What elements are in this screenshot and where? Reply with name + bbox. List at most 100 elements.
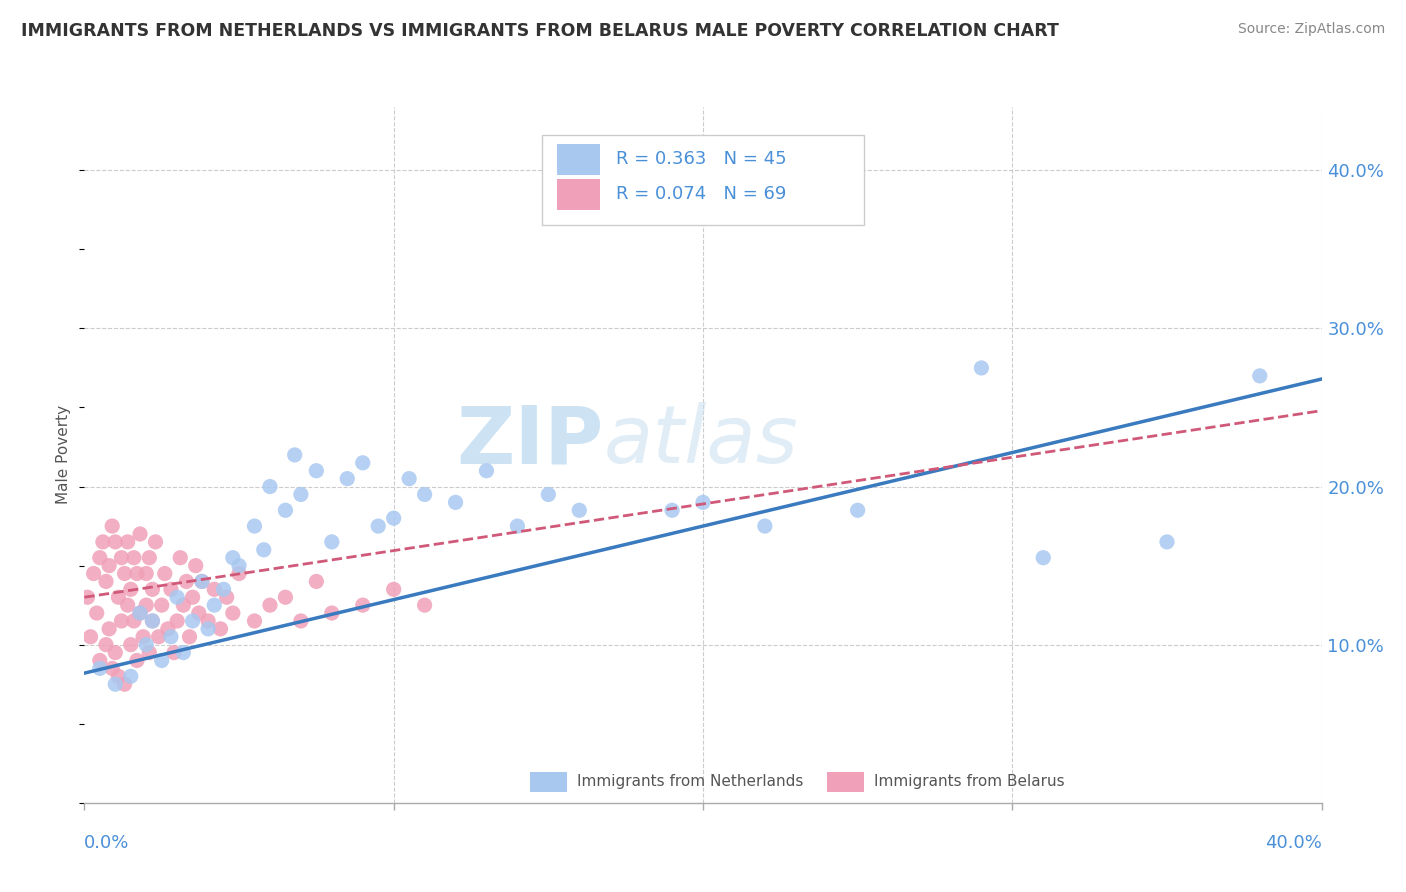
Point xyxy=(305,464,328,478)
Text: 40.0%: 40.0% xyxy=(1265,834,1322,852)
Point xyxy=(141,614,163,628)
Point xyxy=(79,630,101,644)
Point xyxy=(76,591,98,605)
Point xyxy=(129,606,152,620)
Point xyxy=(135,566,157,581)
Point xyxy=(352,598,374,612)
Point xyxy=(352,456,374,470)
Point xyxy=(537,487,560,501)
Point xyxy=(191,574,214,589)
Point xyxy=(138,646,160,660)
Point xyxy=(120,638,142,652)
Point xyxy=(132,630,155,644)
Point xyxy=(172,646,194,660)
Point xyxy=(305,574,328,589)
Point xyxy=(228,558,250,573)
Point xyxy=(382,582,405,597)
Point xyxy=(125,566,148,581)
Point xyxy=(181,614,204,628)
Point xyxy=(222,550,245,565)
Point xyxy=(101,661,124,675)
Point xyxy=(122,614,145,628)
Text: Source: ZipAtlas.com: Source: ZipAtlas.com xyxy=(1237,22,1385,37)
Point xyxy=(83,566,105,581)
Point xyxy=(101,519,124,533)
Text: R = 0.363   N = 45: R = 0.363 N = 45 xyxy=(616,150,787,169)
Text: IMMIGRANTS FROM NETHERLANDS VS IMMIGRANTS FROM BELARUS MALE POVERTY CORRELATION : IMMIGRANTS FROM NETHERLANDS VS IMMIGRANT… xyxy=(21,22,1059,40)
Point xyxy=(506,519,529,533)
Point xyxy=(104,646,127,660)
Point xyxy=(104,534,127,549)
Point xyxy=(98,622,121,636)
Point xyxy=(150,653,173,667)
Point xyxy=(475,464,498,478)
Text: Immigrants from Netherlands: Immigrants from Netherlands xyxy=(576,774,803,789)
Point xyxy=(444,495,467,509)
Point xyxy=(215,591,238,605)
Point xyxy=(117,534,139,549)
Point xyxy=(184,558,207,573)
Point xyxy=(110,550,132,565)
Point xyxy=(243,614,266,628)
Point xyxy=(176,574,198,589)
Point xyxy=(94,638,117,652)
Point xyxy=(568,503,591,517)
Point xyxy=(290,614,312,628)
Point xyxy=(145,534,167,549)
Point xyxy=(274,503,297,517)
Text: R = 0.074   N = 69: R = 0.074 N = 69 xyxy=(616,185,787,203)
Y-axis label: Male Poverty: Male Poverty xyxy=(56,405,72,505)
Point xyxy=(274,591,297,605)
Point xyxy=(846,503,869,517)
Point xyxy=(284,448,307,462)
Point xyxy=(89,653,111,667)
FancyBboxPatch shape xyxy=(530,772,567,792)
Point xyxy=(122,550,145,565)
Point xyxy=(243,519,266,533)
Point xyxy=(150,598,173,612)
FancyBboxPatch shape xyxy=(557,144,600,175)
Point xyxy=(138,550,160,565)
Point xyxy=(222,606,245,620)
Point xyxy=(259,598,281,612)
Point xyxy=(114,566,136,581)
Point xyxy=(172,598,194,612)
Point xyxy=(661,503,683,517)
Point xyxy=(259,479,281,493)
Point xyxy=(228,566,250,581)
Point xyxy=(1156,534,1178,549)
Point xyxy=(169,550,191,565)
Point xyxy=(107,669,129,683)
Point xyxy=(179,630,201,644)
Point xyxy=(181,591,204,605)
Point xyxy=(191,574,214,589)
Point xyxy=(86,606,108,620)
Point xyxy=(1249,368,1271,383)
Point xyxy=(202,598,225,612)
Point xyxy=(120,669,142,683)
Point xyxy=(166,591,188,605)
Point xyxy=(187,606,209,620)
Point xyxy=(153,566,176,581)
Point xyxy=(209,622,232,636)
Point xyxy=(148,630,170,644)
Point xyxy=(141,614,163,628)
Point xyxy=(129,527,152,541)
Point xyxy=(321,534,343,549)
Point xyxy=(1032,550,1054,565)
Point xyxy=(336,472,359,486)
Point xyxy=(398,472,420,486)
Text: Immigrants from Belarus: Immigrants from Belarus xyxy=(873,774,1064,789)
Point xyxy=(141,582,163,597)
Point xyxy=(135,598,157,612)
Point xyxy=(367,519,389,533)
Point xyxy=(970,360,993,375)
Point xyxy=(117,598,139,612)
Point xyxy=(166,614,188,628)
Point xyxy=(321,606,343,620)
Text: ZIP: ZIP xyxy=(457,402,605,480)
Point xyxy=(599,194,621,209)
Point xyxy=(160,630,183,644)
Point xyxy=(163,646,186,660)
Point xyxy=(754,519,776,533)
